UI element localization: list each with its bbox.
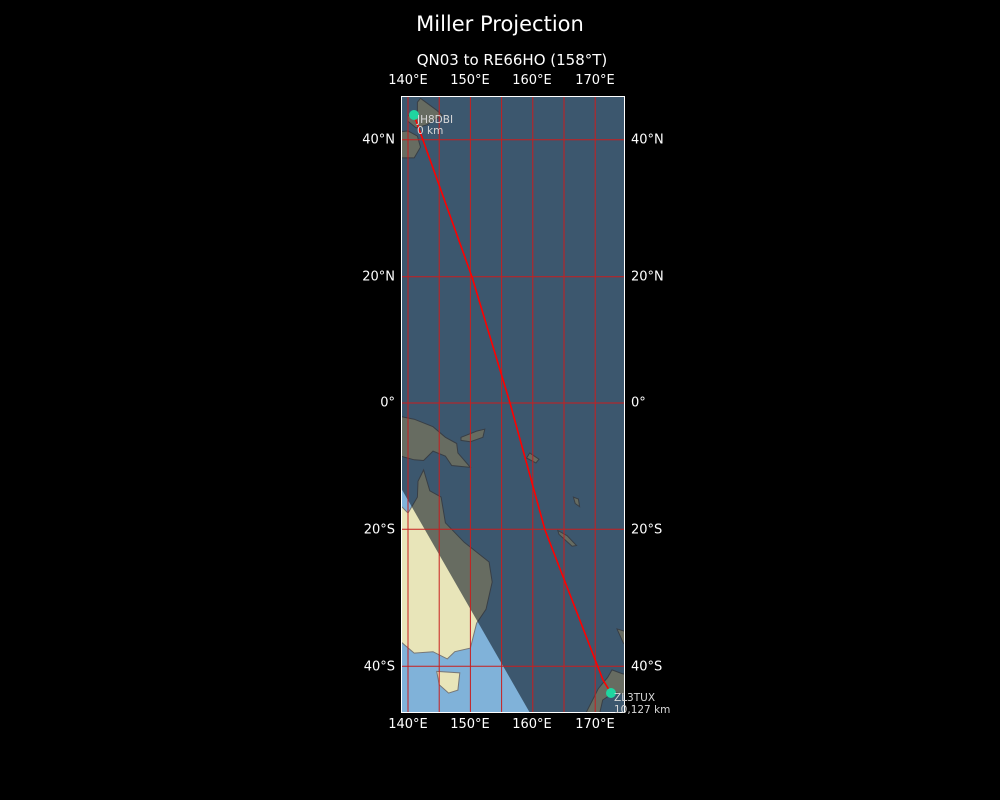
lat-tick-left: 40°S (363, 659, 395, 675)
lat-tick-left: 40°N (362, 132, 395, 148)
station-call-start: JH8DBI (416, 114, 453, 126)
lon-tick-top: 170°E (575, 73, 615, 88)
lat-tick-right: 0° (631, 395, 646, 411)
lon-tick-bottom: 140°E (388, 717, 428, 732)
station-distance-start: 0 km (417, 125, 443, 137)
lat-tick-left: 0° (380, 395, 395, 411)
lat-tick-right: 40°S (631, 659, 663, 675)
lat-tick-right: 20°S (631, 522, 663, 538)
lon-tick-top: 160°E (512, 73, 552, 88)
map-title: Miller Projection (416, 12, 584, 36)
lat-tick-left: 20°S (363, 522, 395, 538)
lon-tick-bottom: 170°E (575, 717, 615, 732)
map-frame (401, 96, 625, 713)
station-distance-end: 10,127 km (614, 704, 670, 716)
lon-tick-bottom: 160°E (512, 717, 552, 732)
lat-tick-right: 40°N (631, 132, 664, 148)
lon-tick-bottom: 150°E (450, 717, 490, 732)
station-marker-start[interactable] (409, 110, 419, 120)
map-subtitle: QN03 to RE66HO (158°T) (416, 51, 608, 69)
night-shading (401, 96, 625, 713)
station-marker-end[interactable] (606, 688, 616, 698)
great-circle-path (413, 114, 612, 694)
lon-tick-top: 140°E (388, 73, 428, 88)
lon-tick-top: 150°E (450, 73, 490, 88)
lat-tick-right: 20°N (631, 269, 664, 285)
lat-tick-left: 20°N (362, 269, 395, 285)
station-call-end: ZL3TUX (614, 692, 655, 704)
graticule (401, 96, 625, 713)
